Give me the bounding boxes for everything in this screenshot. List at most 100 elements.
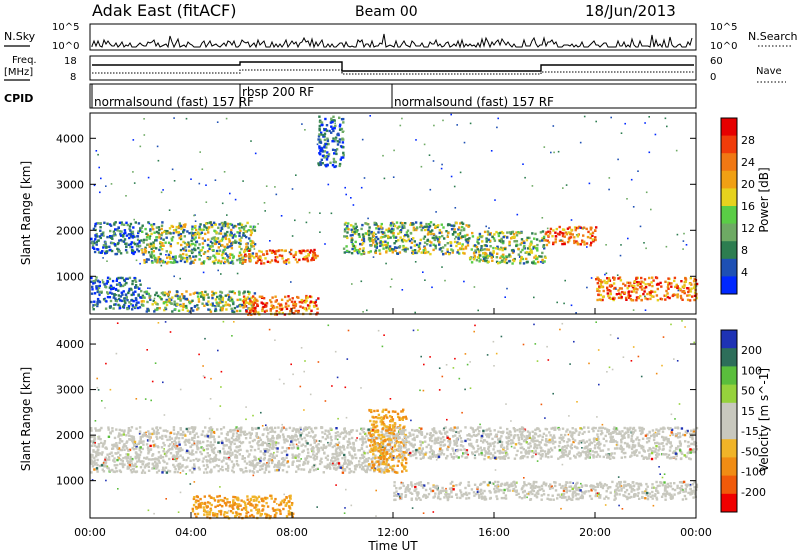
velocity-cell <box>181 436 184 440</box>
power-cell <box>250 313 253 316</box>
power-cell <box>198 243 201 246</box>
power-cell <box>336 140 339 143</box>
power-cell <box>273 306 276 309</box>
power-noise-cell <box>234 233 236 236</box>
power-cell <box>284 261 288 264</box>
velocity-cell <box>276 468 279 472</box>
power-cell <box>429 230 432 233</box>
velocity-cell <box>161 434 164 438</box>
power-cell <box>375 227 378 230</box>
velocity-cell <box>194 505 198 509</box>
power-cell <box>184 249 188 252</box>
velocity-cell <box>242 507 246 510</box>
power-cell <box>274 295 277 298</box>
power-cell <box>346 249 349 253</box>
power-cell <box>289 310 292 313</box>
velocity-cell <box>341 464 344 468</box>
velocity-cell <box>189 445 193 449</box>
velocity-cell <box>225 432 229 436</box>
power-cell <box>472 252 476 255</box>
power-cell <box>496 247 500 250</box>
power-cell <box>203 225 206 228</box>
power-cell <box>109 306 112 309</box>
power-cell <box>342 156 345 159</box>
velocity-cell <box>283 458 286 462</box>
velocity-cell <box>274 441 278 444</box>
power-cell <box>170 239 174 242</box>
velocity-cell <box>264 450 267 453</box>
power-cell <box>249 259 252 262</box>
power-noise-cell <box>274 186 276 188</box>
power-cell <box>128 287 131 291</box>
velocity-cell <box>244 503 247 507</box>
velocity-cell <box>212 451 216 455</box>
power-cell <box>461 243 464 246</box>
power-cell <box>589 236 592 240</box>
velocity-cell <box>223 452 226 455</box>
velocity-cell <box>382 408 385 412</box>
velocity-cell <box>274 469 277 472</box>
power-cell <box>319 161 322 164</box>
velocity-cell <box>210 432 213 435</box>
power-noise-cell <box>650 208 652 211</box>
velocity-cell <box>239 431 242 434</box>
velocity-cell <box>376 465 380 468</box>
velocity-cell <box>329 427 332 430</box>
power-cell <box>143 259 146 262</box>
velocity-cell <box>404 415 407 419</box>
power-cell <box>319 133 323 136</box>
velocity-cell <box>115 470 118 473</box>
power-cell <box>425 225 429 228</box>
velocity-cell <box>141 463 144 466</box>
power-noise-cell <box>648 116 650 118</box>
velocity-cell <box>121 460 124 463</box>
velocity-cell <box>253 448 257 452</box>
power-cell <box>201 261 204 264</box>
velocity-cell <box>128 438 131 441</box>
velocity-cell <box>97 443 101 446</box>
power-cell <box>515 240 519 243</box>
velocity-cell <box>266 505 270 508</box>
power-cell <box>305 299 308 303</box>
power-cell <box>508 253 511 256</box>
power-cell <box>627 293 630 296</box>
power-cell <box>100 233 103 236</box>
velocity-cell <box>391 468 394 471</box>
power-cell <box>206 228 210 231</box>
power-cell <box>396 252 400 255</box>
velocity-cell <box>138 456 141 459</box>
velocity-cell <box>197 503 201 506</box>
velocity-cell <box>127 449 130 452</box>
velocity-cell <box>389 432 393 435</box>
velocity-cell <box>134 470 138 474</box>
velocity-cell <box>334 435 337 438</box>
velocity-cell <box>319 459 322 463</box>
power-cell <box>206 293 209 296</box>
velocity-cell <box>191 438 194 441</box>
velocity-cell <box>281 433 285 436</box>
power-cell <box>212 254 216 258</box>
velocity-cell <box>379 420 382 423</box>
power-cell <box>238 293 241 296</box>
velocity-cell <box>226 431 230 434</box>
nave-tick-0: 0 <box>710 72 716 83</box>
power-cell <box>681 290 684 294</box>
power-cell <box>457 233 460 236</box>
power-cell <box>93 292 97 295</box>
power-cell <box>190 307 193 310</box>
power-cell <box>217 259 220 262</box>
velocity-cell <box>217 441 220 444</box>
power-noise-cell <box>160 191 163 194</box>
velocity-cell <box>147 450 151 453</box>
velocity-cell <box>168 438 172 441</box>
power-cell <box>500 260 503 263</box>
power-cell <box>465 224 468 227</box>
velocity-cell <box>385 469 388 472</box>
velocity-cell <box>132 448 136 451</box>
power-cell <box>306 259 309 262</box>
power-cell <box>112 296 115 299</box>
power-cell <box>163 230 166 233</box>
power-cell <box>466 244 470 247</box>
power-cell <box>99 226 102 229</box>
power-cell <box>649 293 652 297</box>
